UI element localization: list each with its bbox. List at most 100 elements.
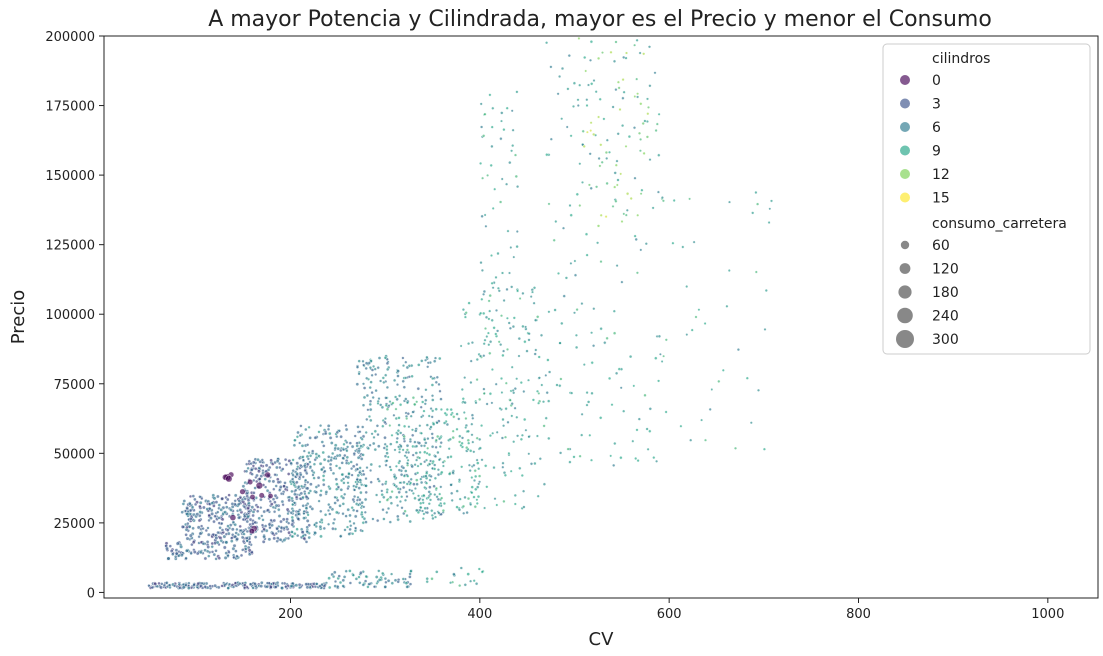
data-point — [457, 478, 462, 482]
data-point — [547, 370, 552, 374]
data-point — [434, 407, 438, 411]
data-point — [390, 433, 394, 437]
data-point — [217, 556, 222, 560]
data-point — [273, 500, 277, 504]
data-point — [440, 496, 444, 500]
data-point — [612, 309, 616, 313]
data-point — [479, 311, 483, 315]
data-point — [314, 521, 319, 525]
data-point — [664, 338, 668, 342]
data-point — [305, 529, 309, 534]
data-point — [383, 417, 387, 421]
data-point — [245, 529, 249, 534]
data-point — [466, 572, 470, 576]
data-point — [400, 506, 404, 510]
data-point — [461, 308, 465, 312]
data-point — [419, 444, 424, 448]
data-point — [433, 476, 438, 480]
data-point — [327, 576, 331, 581]
data-point — [384, 580, 388, 584]
data-point — [335, 453, 340, 458]
data-point — [494, 332, 498, 336]
data-point — [225, 475, 233, 483]
data-point — [210, 541, 215, 546]
data-point — [269, 458, 273, 463]
data-point — [298, 433, 302, 438]
data-point — [331, 526, 335, 531]
legend-hue-label: 0 — [932, 73, 941, 89]
legend-box — [882, 43, 1091, 355]
data-point — [470, 422, 474, 426]
data-point — [257, 516, 261, 521]
data-point — [361, 359, 365, 363]
data-point — [613, 171, 617, 175]
data-point — [276, 480, 281, 485]
data-point — [482, 292, 486, 296]
data-point — [477, 567, 481, 571]
data-point — [700, 418, 704, 422]
data-point — [319, 489, 323, 493]
data-point — [427, 502, 431, 506]
data-point — [494, 275, 498, 279]
data-point — [532, 286, 537, 290]
data-point — [282, 538, 287, 542]
data-point — [419, 462, 423, 466]
data-point — [361, 583, 366, 587]
data-point — [234, 531, 238, 535]
data-point — [512, 440, 516, 444]
data-point — [535, 389, 540, 393]
data-point — [235, 527, 239, 532]
data-point — [356, 473, 361, 478]
data-point — [306, 480, 310, 484]
data-point — [492, 465, 496, 470]
data-point — [237, 515, 241, 520]
data-point — [205, 549, 210, 554]
data-point — [438, 356, 442, 361]
data-point — [541, 400, 546, 404]
data-point — [610, 403, 614, 407]
data-point — [388, 465, 392, 469]
data-point — [278, 537, 283, 542]
data-point — [274, 585, 278, 589]
data-point — [366, 585, 370, 589]
data-point — [346, 486, 350, 491]
data-point — [426, 496, 430, 500]
data-point — [425, 510, 430, 515]
data-point — [395, 383, 400, 387]
data-point — [357, 486, 361, 490]
data-point — [435, 421, 439, 425]
data-point — [617, 86, 621, 90]
data-point — [424, 474, 428, 478]
data-point — [341, 447, 346, 452]
data-point — [276, 536, 280, 540]
data-point — [271, 479, 276, 484]
data-point — [251, 586, 255, 590]
data-point — [212, 519, 216, 524]
data-point — [344, 514, 348, 518]
data-point — [549, 137, 553, 141]
data-point — [449, 413, 453, 417]
data-point — [467, 441, 471, 445]
data-point — [408, 572, 412, 576]
data-point — [545, 391, 549, 395]
data-point — [474, 474, 478, 479]
data-point — [493, 497, 497, 501]
data-point — [303, 468, 307, 473]
data-point — [578, 162, 582, 166]
data-point — [522, 389, 526, 394]
data-point — [479, 161, 483, 165]
data-point — [222, 582, 227, 587]
data-point — [509, 469, 513, 473]
data-point — [323, 469, 327, 473]
data-point — [335, 434, 339, 439]
data-point — [240, 535, 245, 540]
data-point — [304, 540, 309, 544]
data-point — [642, 52, 646, 56]
data-point — [416, 464, 420, 468]
data-point — [294, 488, 298, 492]
data-point — [327, 522, 331, 526]
data-point — [455, 427, 459, 431]
data-point — [599, 416, 603, 420]
data-point — [344, 461, 349, 465]
data-point — [464, 426, 468, 429]
